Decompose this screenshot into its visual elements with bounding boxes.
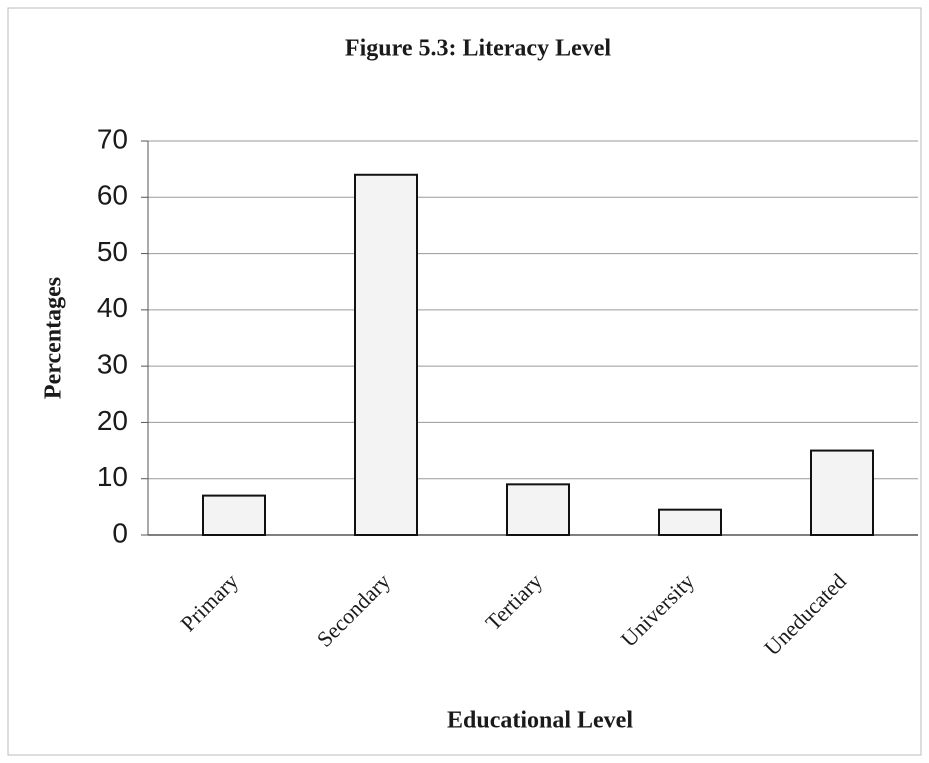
y-tick-label: 0 [112, 517, 128, 548]
y-tick-label: 50 [97, 236, 128, 267]
bar [658, 508, 722, 536]
bar [202, 494, 266, 537]
bar [354, 173, 418, 536]
y-tick-label: 40 [97, 292, 128, 323]
bar [506, 483, 570, 537]
y-tick-label: 30 [97, 349, 128, 380]
y-tick-label: 70 [97, 123, 128, 154]
y-axis-label: Percentages [41, 277, 67, 399]
bar [810, 449, 874, 537]
y-tick-label: 20 [97, 405, 128, 436]
y-tick-label: 10 [97, 461, 128, 492]
x-axis-label: Educational Level [447, 708, 633, 734]
chart-title: Figure 5.3: Literacy Level [345, 36, 611, 62]
frame [7, 7, 922, 756]
y-tick-label: 60 [97, 180, 128, 211]
